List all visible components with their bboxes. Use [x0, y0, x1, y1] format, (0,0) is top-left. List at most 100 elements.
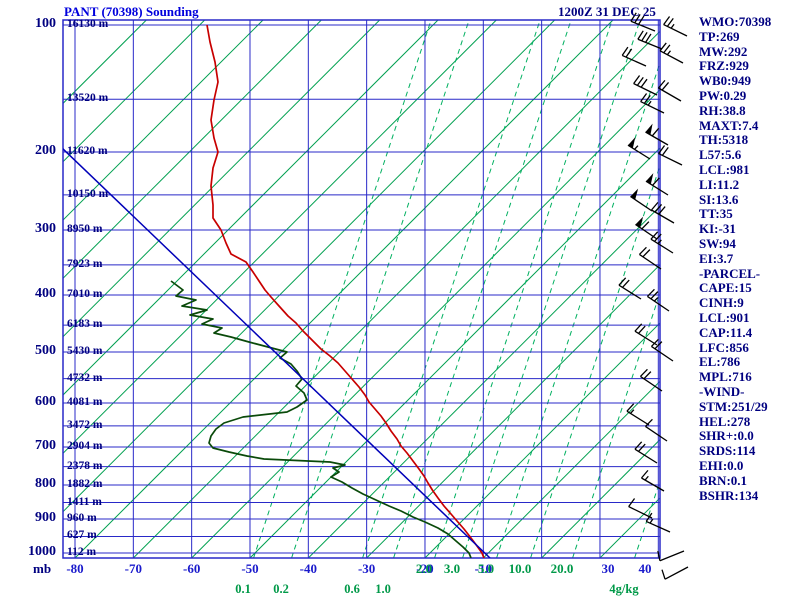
temp-axis-label: -20: [416, 561, 434, 576]
wind-barb: [630, 188, 653, 212]
wind-barb: [659, 42, 684, 64]
temp-axis-label: -40: [299, 561, 317, 576]
mixing-ratio-label: 3.0: [443, 561, 461, 576]
wind-barb: [640, 93, 665, 114]
stat-line: CAP:11.4: [699, 324, 753, 340]
pressure-tick-label: 100: [35, 16, 56, 31]
stat-line: EHI:0.0: [699, 457, 744, 473]
mixing-ratio-label: 0.1: [235, 582, 251, 596]
wind-barb: [630, 12, 656, 32]
stat-line: MPL:716: [699, 369, 752, 385]
wind-barb: [646, 288, 670, 312]
plot-border: [62, 19, 661, 559]
sounding-traces: [63, 24, 491, 558]
height-label: 627 m: [67, 529, 97, 542]
mixing-ratio-label: 20.0: [550, 561, 574, 576]
stat-line: LI:11.2: [699, 176, 740, 192]
adiabat-lines: [63, 20, 660, 558]
pressure-tick-label: 600: [35, 394, 56, 409]
stat-line: BRN:0.1: [699, 472, 748, 488]
wind-barb: [644, 418, 668, 442]
pressure-tick-label: 900: [35, 510, 56, 525]
wind-barb: [626, 403, 650, 426]
height-label: 13520 m: [67, 92, 109, 105]
stat-line: FRZ:929: [699, 58, 749, 74]
stat-line: WMO:70398: [699, 14, 772, 29]
height-label: 7010 m: [67, 288, 103, 300]
mixing-ratio-label: 4g/kg: [609, 582, 639, 596]
stat-line: -PARCEL-: [699, 265, 761, 281]
stat-line: CAPE:15: [699, 280, 752, 296]
wind-barbs: [618, 12, 689, 580]
temp-axis-label: -30: [357, 561, 376, 576]
temp-axis-label: 30: [601, 561, 615, 576]
wind-barb: [637, 30, 663, 50]
temp-axis-label: -70: [124, 561, 142, 576]
mixing-ratio-label: 0.6: [344, 582, 360, 596]
temp-axis-label: -80: [66, 561, 84, 576]
wind-barb: [627, 137, 651, 160]
stat-line: TP:269: [699, 28, 740, 44]
stat-line: RH:38.8: [699, 102, 746, 118]
stat-line: -WIND-: [699, 383, 745, 399]
stat-line: CINH:9: [699, 295, 744, 311]
stat-line: HEL:278: [699, 413, 751, 429]
wind-barb: [628, 498, 653, 519]
reference-line-trace: [63, 147, 491, 558]
stat-line: PW:0.29: [699, 87, 747, 103]
pressure-tick-label: 700: [35, 438, 56, 453]
stat-line: EI:3.7: [699, 250, 734, 266]
chart-datetime: 1200Z 31 DEC 25: [558, 4, 656, 19]
wind-barb: [650, 338, 674, 362]
height-label: 4081 m: [67, 396, 103, 408]
height-label: 11620 m: [67, 145, 108, 157]
stat-line: MW:292: [699, 43, 748, 59]
wind-barb: [639, 368, 663, 392]
height-label: 2904 m: [67, 440, 103, 452]
mixing-ratio-label: 0.2: [273, 582, 289, 596]
wind-barb: [657, 550, 685, 562]
wind-barb: [657, 79, 682, 102]
stat-line: EL:786: [699, 354, 741, 370]
stat-line: WB0:949: [699, 73, 751, 89]
stat-line: L57:5.6: [699, 147, 742, 163]
stat-line: LCL:901: [699, 309, 750, 325]
wind-barb: [618, 277, 642, 300]
wind-barb: [650, 201, 675, 224]
height-label: 1411 m: [67, 495, 102, 508]
mixing-ratio-label: 2.0: [415, 561, 433, 576]
wind-barb: [634, 441, 658, 464]
wind-barb: [661, 566, 689, 580]
stat-line: LFC:856: [699, 339, 749, 355]
wind-barb: [645, 173, 669, 196]
height-label: 8950 m: [67, 223, 103, 235]
stat-line: SRDS:114: [699, 443, 756, 459]
pressure-tick-label: 400: [35, 286, 56, 301]
temperature-trace: [206, 24, 485, 558]
stat-line: MAXT:7.4: [699, 117, 759, 133]
stats-panel: WMO:70398 TP:269 MW:292 FRZ:929 WB0:949 PW:0.…: [699, 14, 772, 503]
height-label: 5430 m: [67, 345, 103, 357]
stat-line: TT:35: [699, 206, 733, 222]
temp-axis-label: -10: [474, 561, 492, 576]
wind-barb: [645, 123, 669, 146]
height-label: 1882 m: [67, 478, 103, 490]
mixing-ratio-label: 5.0: [477, 561, 495, 576]
pressure-gridlines: [63, 24, 660, 554]
mixing-ratio-label: 10.0: [508, 561, 532, 576]
dewpoint-trace: [170, 280, 472, 558]
chart-title: PANT (70398) Sounding: [64, 4, 199, 19]
wind-barb: [638, 246, 662, 270]
stat-line: SHR+:0.0: [699, 428, 754, 444]
temp-axis-label: -50: [241, 561, 259, 576]
wind-barb: [663, 16, 688, 37]
stat-line: LCL:981: [699, 161, 750, 177]
pressure-tick-label: 300: [35, 221, 56, 236]
stat-line: KI:-31: [699, 221, 736, 237]
height-label: 960 m: [67, 512, 97, 524]
wind-barb: [658, 145, 683, 166]
temp-axis-label: -60: [182, 561, 201, 576]
height-label: 6183 m: [67, 318, 103, 331]
wind-barb: [650, 231, 674, 254]
